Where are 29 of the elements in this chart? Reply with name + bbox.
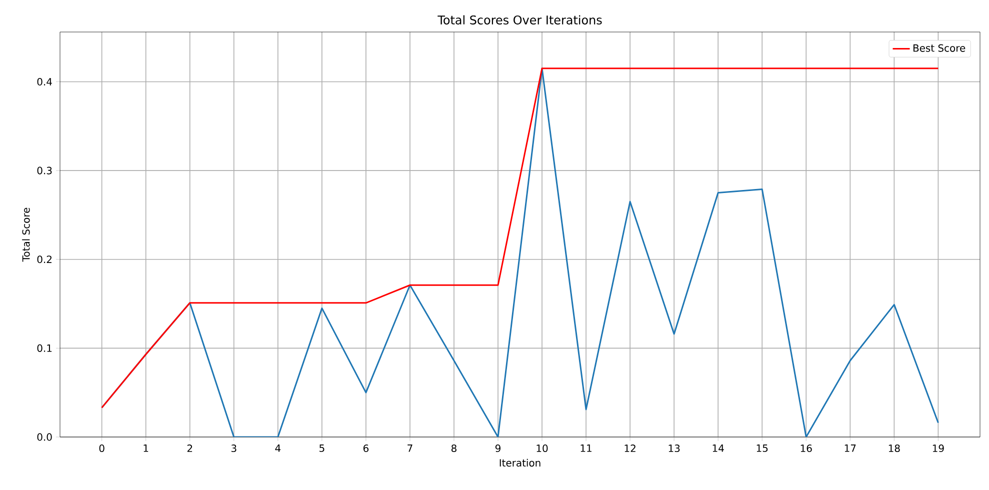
x-tick-label: 19 bbox=[932, 444, 944, 452]
x-tick-label: 2 bbox=[187, 444, 192, 452]
x-tick-label: 15 bbox=[756, 444, 768, 452]
x-tick-label: 6 bbox=[363, 444, 368, 452]
y-axis-title: Total Score bbox=[22, 208, 30, 262]
y-tick-label: 0.1 bbox=[37, 344, 52, 352]
x-tick-label: 8 bbox=[451, 444, 456, 452]
x-tick-label: 12 bbox=[624, 444, 636, 452]
x-tick-label: 5 bbox=[320, 444, 324, 452]
y-tick-label: 0.3 bbox=[37, 166, 52, 174]
x-tick-label: 14 bbox=[712, 444, 724, 452]
y-tick-label: 0.0 bbox=[37, 433, 52, 441]
x-tick-label: 18 bbox=[888, 444, 900, 452]
x-tick-label: 13 bbox=[668, 444, 680, 452]
legend-label: Best Score bbox=[913, 44, 966, 52]
x-tick-label: 0 bbox=[99, 444, 104, 452]
y-tick-label: 0.4 bbox=[37, 78, 52, 86]
x-tick-label: 16 bbox=[800, 444, 812, 452]
x-tick-label: 17 bbox=[844, 444, 856, 452]
x-tick-label: 9 bbox=[495, 444, 500, 452]
x-tick-label: 3 bbox=[231, 444, 236, 452]
x-tick-label: 7 bbox=[408, 444, 412, 452]
x-tick-label: 4 bbox=[275, 444, 281, 452]
y-tick-label: 0.2 bbox=[37, 256, 52, 264]
chart-title: Total Scores Over Iterations bbox=[438, 15, 602, 24]
x-axis-title: Iteration bbox=[500, 458, 540, 467]
x-tick-label: 1 bbox=[144, 444, 148, 452]
x-tick-label: 10 bbox=[536, 444, 548, 452]
x-tick-label: 11 bbox=[580, 444, 592, 452]
